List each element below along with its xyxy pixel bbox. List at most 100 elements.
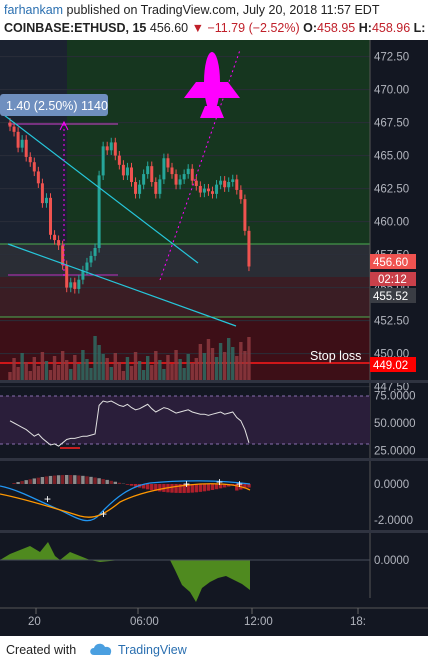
trendline-lower[interactable] bbox=[7, 243, 237, 327]
volume-bar-58 bbox=[243, 351, 247, 380]
volume-bar-7 bbox=[36, 366, 41, 380]
macd-hist-bar-43 bbox=[182, 484, 186, 493]
candle-body-3 bbox=[20, 139, 24, 148]
candle-body-57 bbox=[239, 189, 243, 200]
cross-marker-3: + bbox=[183, 477, 190, 491]
chart-svg[interactable]: 1.40 (2.50%) 1140 Stop loss 472.50 470.00… bbox=[0, 40, 428, 636]
volume-bar-59 bbox=[247, 337, 251, 380]
macd-hist-bar-16 bbox=[73, 475, 77, 484]
volume-bar-8 bbox=[40, 352, 45, 380]
countdown-tag bbox=[370, 272, 416, 286]
macd-tick-1: -2.0000 bbox=[374, 515, 413, 527]
macd-hist-bar-2 bbox=[16, 482, 20, 484]
macd-hist-bar-51 bbox=[214, 484, 219, 490]
volume-bar-44 bbox=[186, 354, 190, 380]
candle-body-31 bbox=[134, 182, 138, 194]
macd-hist-bar-6 bbox=[32, 478, 36, 484]
candle-body-24 bbox=[105, 146, 109, 151]
countdown-tag-label: 02:12 bbox=[378, 274, 407, 286]
volume-bar-49 bbox=[206, 339, 211, 380]
macd-hist-bar-21 bbox=[93, 477, 97, 484]
volume-bar-30 bbox=[129, 366, 134, 380]
volume-bar-4 bbox=[24, 362, 28, 380]
volume-bar-20 bbox=[89, 368, 93, 380]
symbol-label: COINBASE:ETHUSD, 15 bbox=[4, 21, 147, 35]
dotted-projection[interactable] bbox=[159, 49, 241, 281]
macd-hist-bar-40 bbox=[170, 484, 174, 493]
macd-hist-bar-18 bbox=[81, 475, 85, 484]
macd-hist-bar-25 bbox=[109, 480, 113, 484]
cross-marker-1: + bbox=[44, 492, 51, 506]
volume-bar-9 bbox=[44, 361, 49, 380]
candle-body-30 bbox=[130, 167, 133, 182]
macd-hist-bar-9 bbox=[44, 476, 49, 484]
volume-bar-53 bbox=[222, 352, 227, 380]
candles bbox=[8, 117, 251, 294]
candle-body-5 bbox=[28, 156, 32, 163]
macd-hist-bar-33 bbox=[141, 484, 146, 489]
cross-marker-4: + bbox=[216, 475, 223, 489]
author-link[interactable]: farhankam bbox=[4, 3, 64, 17]
time-tick-2: 12:00 bbox=[244, 616, 273, 628]
macd-hist-bar-42 bbox=[178, 484, 182, 493]
candle-body-51 bbox=[215, 184, 219, 194]
last-price: 456.60 bbox=[149, 21, 189, 35]
volume-bar-18 bbox=[81, 350, 85, 380]
candle-body-44 bbox=[186, 168, 190, 175]
tradingview-link[interactable]: TradingView bbox=[118, 643, 187, 657]
candle-body-2 bbox=[16, 131, 20, 148]
candle-body-7 bbox=[36, 171, 40, 184]
candle-body-34 bbox=[146, 166, 150, 175]
price-tick-4: 462.50 bbox=[374, 184, 409, 196]
price-tick-5: 460.00 bbox=[374, 217, 409, 229]
volume-bar-50 bbox=[210, 348, 215, 380]
volume-bar-22 bbox=[97, 345, 101, 380]
rsi-line bbox=[9, 400, 250, 447]
macd-hist-bar-35 bbox=[150, 484, 154, 491]
candle-body-52 bbox=[219, 180, 223, 185]
candle-body-15 bbox=[69, 282, 73, 288]
volume-bar-25 bbox=[109, 367, 113, 380]
macd-hist-bar-48 bbox=[202, 484, 207, 492]
candle-body-25 bbox=[109, 142, 113, 151]
trendline-upper[interactable] bbox=[0, 111, 199, 264]
volume-bar-51 bbox=[214, 357, 219, 380]
candle-body-41 bbox=[174, 174, 178, 185]
macd-hist-bar-19 bbox=[85, 476, 89, 484]
rocket-icon bbox=[184, 52, 240, 118]
stop-tag bbox=[370, 357, 416, 372]
candle-body-9 bbox=[44, 197, 48, 204]
candle-body-48 bbox=[202, 188, 206, 193]
stop-loss-annotation: Stop loss bbox=[310, 349, 361, 363]
volume-bar-0 bbox=[8, 372, 12, 380]
volume-bar-33 bbox=[141, 370, 146, 380]
volume-bar-46 bbox=[194, 358, 198, 380]
price-axis-ticks: 472.50470.00467.50465.00462.50460.00457.… bbox=[374, 52, 409, 394]
candle-body-18 bbox=[81, 270, 85, 280]
volume-bar-31 bbox=[133, 352, 138, 380]
volume-bar-19 bbox=[85, 359, 89, 380]
time-axis-bg bbox=[0, 608, 428, 636]
momentum-tick-0: 0.0000 bbox=[374, 555, 409, 567]
macd-hist-bar-37 bbox=[158, 484, 162, 492]
candle-body-35 bbox=[150, 166, 154, 182]
volume-bar-26 bbox=[113, 353, 117, 380]
volume-bar-21 bbox=[93, 336, 97, 380]
candle-body-16 bbox=[73, 282, 77, 289]
macd-hist-bar-56 bbox=[235, 484, 239, 491]
time-tick-3: 18: bbox=[350, 616, 366, 628]
macd-hist-bar-41 bbox=[174, 484, 178, 493]
volume-bar-54 bbox=[227, 338, 231, 380]
level-tag-label: 455.52 bbox=[373, 291, 408, 303]
volume-bar-34 bbox=[146, 356, 150, 380]
volume-bar-5 bbox=[28, 371, 32, 380]
last-price-tag bbox=[370, 254, 416, 269]
volume-bar-43 bbox=[182, 368, 186, 380]
volume-bar-29 bbox=[125, 357, 130, 380]
candle-body-4 bbox=[24, 139, 28, 157]
time-tick-0: 20 bbox=[28, 616, 41, 628]
cross-marker-5: + bbox=[236, 477, 243, 491]
chart-area[interactable]: 1.40 (2.50%) 1140 Stop loss 472.50 470.00… bbox=[0, 40, 428, 636]
volume-bar-41 bbox=[174, 350, 178, 380]
macd-line bbox=[0, 480, 251, 522]
